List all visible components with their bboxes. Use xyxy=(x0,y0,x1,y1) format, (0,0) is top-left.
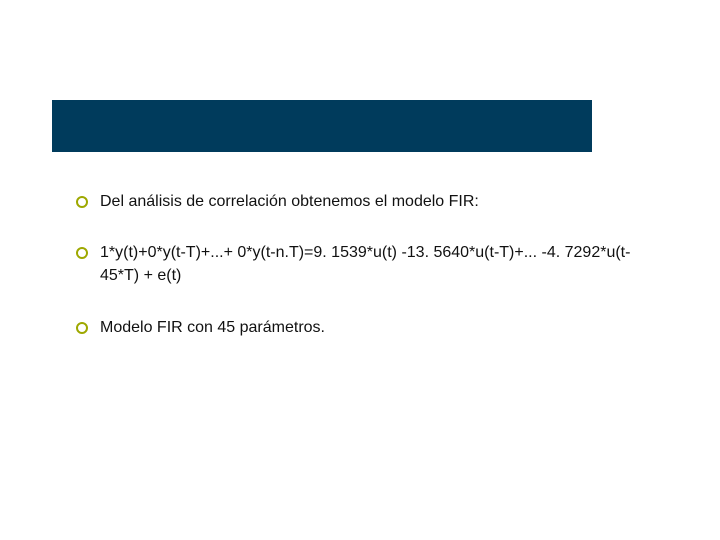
paragraph-equation: 1*y(t)+0*y(t-T)+...+ 0*y(t-n.T)=9. 1539*… xyxy=(100,241,660,287)
bullet-icon xyxy=(76,196,88,208)
title-bar xyxy=(52,100,592,152)
paragraph-summary-text: Modelo FIR con 45 parámetros. xyxy=(100,319,325,336)
bullet-icon xyxy=(76,322,88,334)
paragraph-summary: Modelo FIR con 45 parámetros. xyxy=(100,316,660,339)
bullet-icon xyxy=(76,247,88,259)
slide: Del análisis de correlación obtenemos el… xyxy=(0,0,720,540)
content-area: Del análisis de correlación obtenemos el… xyxy=(100,190,660,367)
paragraph-equation-text: 1*y(t)+0*y(t-T)+...+ 0*y(t-n.T)=9. 1539*… xyxy=(100,244,630,284)
paragraph-intro: Del análisis de correlación obtenemos el… xyxy=(100,190,660,213)
paragraph-intro-text: Del análisis de correlación obtenemos el… xyxy=(100,193,479,210)
